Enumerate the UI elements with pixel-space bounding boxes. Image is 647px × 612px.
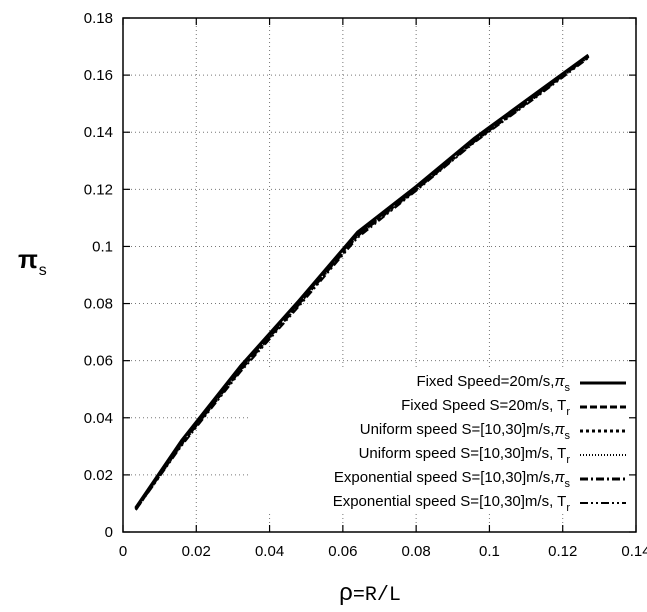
- x-axis-title: ρ=R/L: [339, 579, 401, 607]
- legend-backdrop: [248, 465, 634, 487]
- x-tick-label: 0.14: [621, 543, 647, 560]
- series-line-5: [134, 54, 590, 510]
- series-layer: [134, 53, 590, 511]
- legend-label: Fixed Speed S=20m/s, Tr: [401, 397, 570, 418]
- legend-subscript: s: [565, 430, 571, 442]
- series-line-6: [134, 57, 590, 511]
- legend-backdrop: [248, 393, 634, 415]
- legend-symbol: π: [554, 469, 565, 486]
- series-line-1: [134, 53, 590, 509]
- y-axis-subscript: s: [38, 262, 48, 280]
- y-tick-label: 0.04: [84, 410, 113, 427]
- legend-backdrop: [248, 489, 634, 511]
- y-tick-label: 0: [105, 524, 113, 541]
- legend-label: Exponential speed S=[10,30]m/s,πs: [334, 469, 571, 490]
- legend-series-name: Fixed Speed S=20m/s, T: [401, 397, 566, 414]
- y-tick-label: 0.18: [84, 10, 113, 27]
- plot-frame: [122, 17, 637, 533]
- legend-label: Fixed Speed=20m/s,πs: [416, 373, 570, 394]
- legend-subscript: r: [566, 406, 570, 418]
- legend-symbol: π: [554, 373, 565, 390]
- axes: 0 0.02 0.04 0.06 0.08 0.1 0.12 0.14 0 0.02 0.04 0.0…: [84, 10, 647, 560]
- legend-label: Uniform speed S=[10,30]m/s,πs: [360, 421, 571, 442]
- legend-label: Uniform speed S=[10,30]m/s, Tr: [359, 445, 571, 466]
- y-tick-label: 0.1: [92, 238, 113, 255]
- legend-backdrop: [248, 417, 634, 439]
- x-tick-label: 0.06: [328, 543, 357, 560]
- x-tick-label: 0.08: [402, 543, 431, 560]
- legend-series-name: Exponential speed S=[10,30]m/s,: [334, 469, 555, 486]
- y-tick-label: 0.14: [84, 124, 113, 141]
- legend-series-name: Exponential speed S=[10,30]m/s, T: [333, 493, 567, 510]
- x-tick-label: 0.02: [182, 543, 211, 560]
- y-tick-label: 0.02: [84, 467, 113, 484]
- legend-series-name: Fixed Speed=20m/s,: [416, 373, 554, 390]
- x-tick-label: 0.12: [548, 543, 577, 560]
- legend-backdrop: [248, 441, 634, 463]
- x-tick-label: 0: [119, 543, 127, 560]
- y-tick-label: 0.12: [84, 181, 113, 198]
- legend-symbol: π: [554, 421, 565, 438]
- legend-backdrop: [248, 369, 634, 391]
- y-tick-label: 0.16: [84, 67, 113, 84]
- legend-series-name: Uniform speed S=[10,30]m/s,: [360, 421, 555, 438]
- y-axis-title: πs: [18, 244, 48, 280]
- legend-series-name: Uniform speed S=[10,30]m/s, T: [359, 445, 567, 462]
- legend-label: Exponential speed S=[10,30]m/s, Tr: [333, 493, 571, 514]
- series-line-2: [134, 55, 590, 510]
- legend-subscript: r: [566, 454, 570, 466]
- x-axis-symbol: ρ: [339, 579, 353, 606]
- x-tick-label: 0.1: [479, 543, 500, 560]
- legend-subscript: r: [566, 502, 570, 514]
- legend-subscript: s: [565, 382, 571, 394]
- y-tick-label: 0.06: [84, 353, 113, 370]
- x-axis-label: =R/L: [353, 584, 401, 607]
- legend-subscript: s: [565, 478, 571, 490]
- y-axis-symbol: π: [18, 244, 38, 274]
- x-tick-label: 0.04: [255, 543, 284, 560]
- y-tick-label: 0.08: [84, 296, 113, 313]
